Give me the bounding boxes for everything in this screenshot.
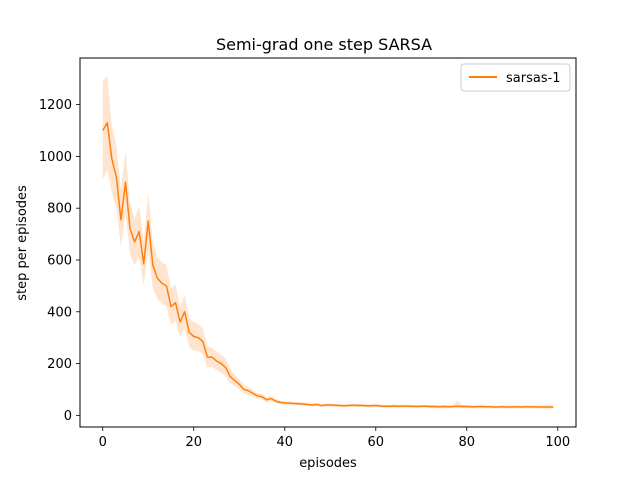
x-tick-label: 80 [459,435,476,450]
y-tick-label: 800 [47,202,72,217]
y-tick-label: 200 [47,357,72,372]
x-tick-label: 60 [368,435,385,450]
y-tick-label: 1000 [39,150,72,165]
y-tick-label: 600 [47,253,72,268]
chart-title: Semi-grad one step SARSA [216,35,432,54]
x-tick-label: 100 [545,435,570,450]
x-tick-label: 0 [99,435,107,450]
plot-area-frame [79,57,577,428]
legend-box [460,63,571,92]
x-tick-label: 20 [185,435,202,450]
legend: sarsas-1 [460,63,571,92]
x-axis-label: episodes [299,456,357,471]
series-line-layer [102,121,554,408]
series-line-sarsas-1 [102,121,554,408]
y-axis-label: step per episodes [15,185,30,301]
y-tick-label: 400 [47,305,72,320]
legend-label-sarsas-1: sarsas-1 [506,71,561,86]
y-tick-label: 1200 [39,98,72,113]
x-tick-label: 40 [276,435,293,450]
y-tick-label: 0 [64,409,72,424]
x-axis: 0 20 40 60 80 100 [99,427,570,450]
y-axis: 0 200 400 600 800 1000 1200 [39,98,80,424]
